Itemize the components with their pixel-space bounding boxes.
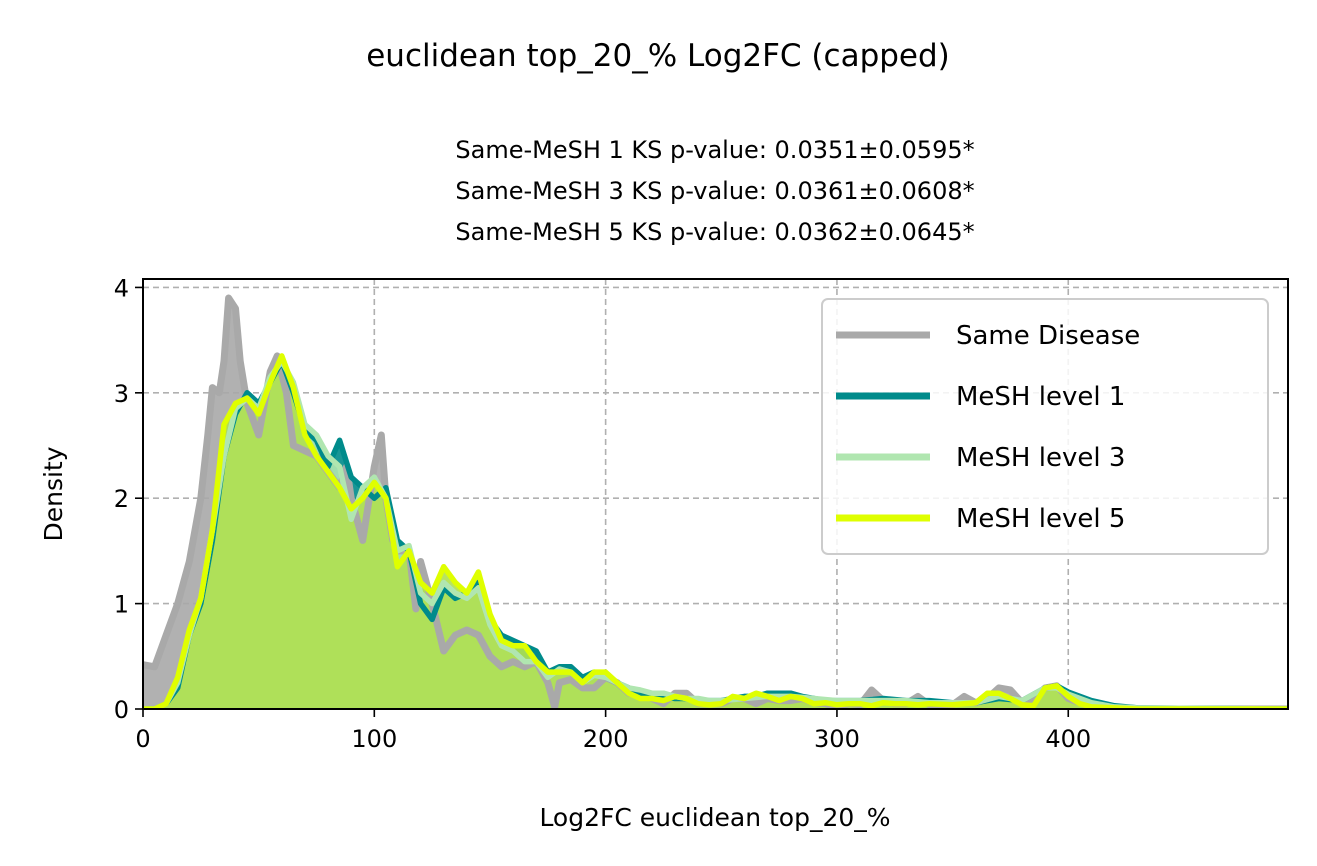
x-axis-ticks: 0 100 200 300 400 <box>135 709 1091 753</box>
x-axis-label: Log2FC euclidean top_20_% <box>539 803 890 832</box>
plot-frame <box>142 278 1289 710</box>
y-axis-ticks: 0 1 2 3 4 <box>114 274 143 724</box>
legend-label-1: MeSH level 1 <box>956 382 1125 412</box>
y-axis-label: Density <box>39 446 68 541</box>
legend: Same Disease MeSH level 1 MeSH level 3 MeSH… <box>821 298 1269 555</box>
legend-label-0: Same Disease <box>956 321 1140 351</box>
chart-suptitle: euclidean top_20_% Log2FC (capped) <box>366 38 950 74</box>
y-tick-label-1: 1 <box>114 591 129 619</box>
x-tick-label-4: 400 <box>1045 725 1091 753</box>
x-tick-label-0: 0 <box>135 725 150 753</box>
ks-pvalue-line-1: Same-MeSH 1 KS p-value: 0.0351±0.0595* <box>455 136 974 164</box>
x-tick-label-2: 200 <box>583 725 629 753</box>
legend-box <box>821 298 1269 555</box>
legend-label-2: MeSH level 3 <box>956 443 1125 473</box>
y-tick-label-0: 0 <box>114 696 129 724</box>
x-tick-label-3: 300 <box>814 725 860 753</box>
y-tick-label-2: 2 <box>114 485 129 513</box>
y-tick-label-3: 3 <box>114 380 129 408</box>
density-lines <box>143 294 1288 709</box>
ks-pvalue-line-2: Same-MeSH 3 KS p-value: 0.0361±0.0608* <box>455 177 974 205</box>
ks-pvalue-line-3: Same-MeSH 5 KS p-value: 0.0362±0.0645* <box>455 218 974 246</box>
series-3-line <box>143 353 1288 709</box>
x-tick-label-1: 100 <box>351 725 397 753</box>
series-3-area <box>143 355 1288 709</box>
y-tick-label-4: 4 <box>114 274 129 302</box>
legend-label-3: MeSH level 5 <box>956 504 1125 534</box>
